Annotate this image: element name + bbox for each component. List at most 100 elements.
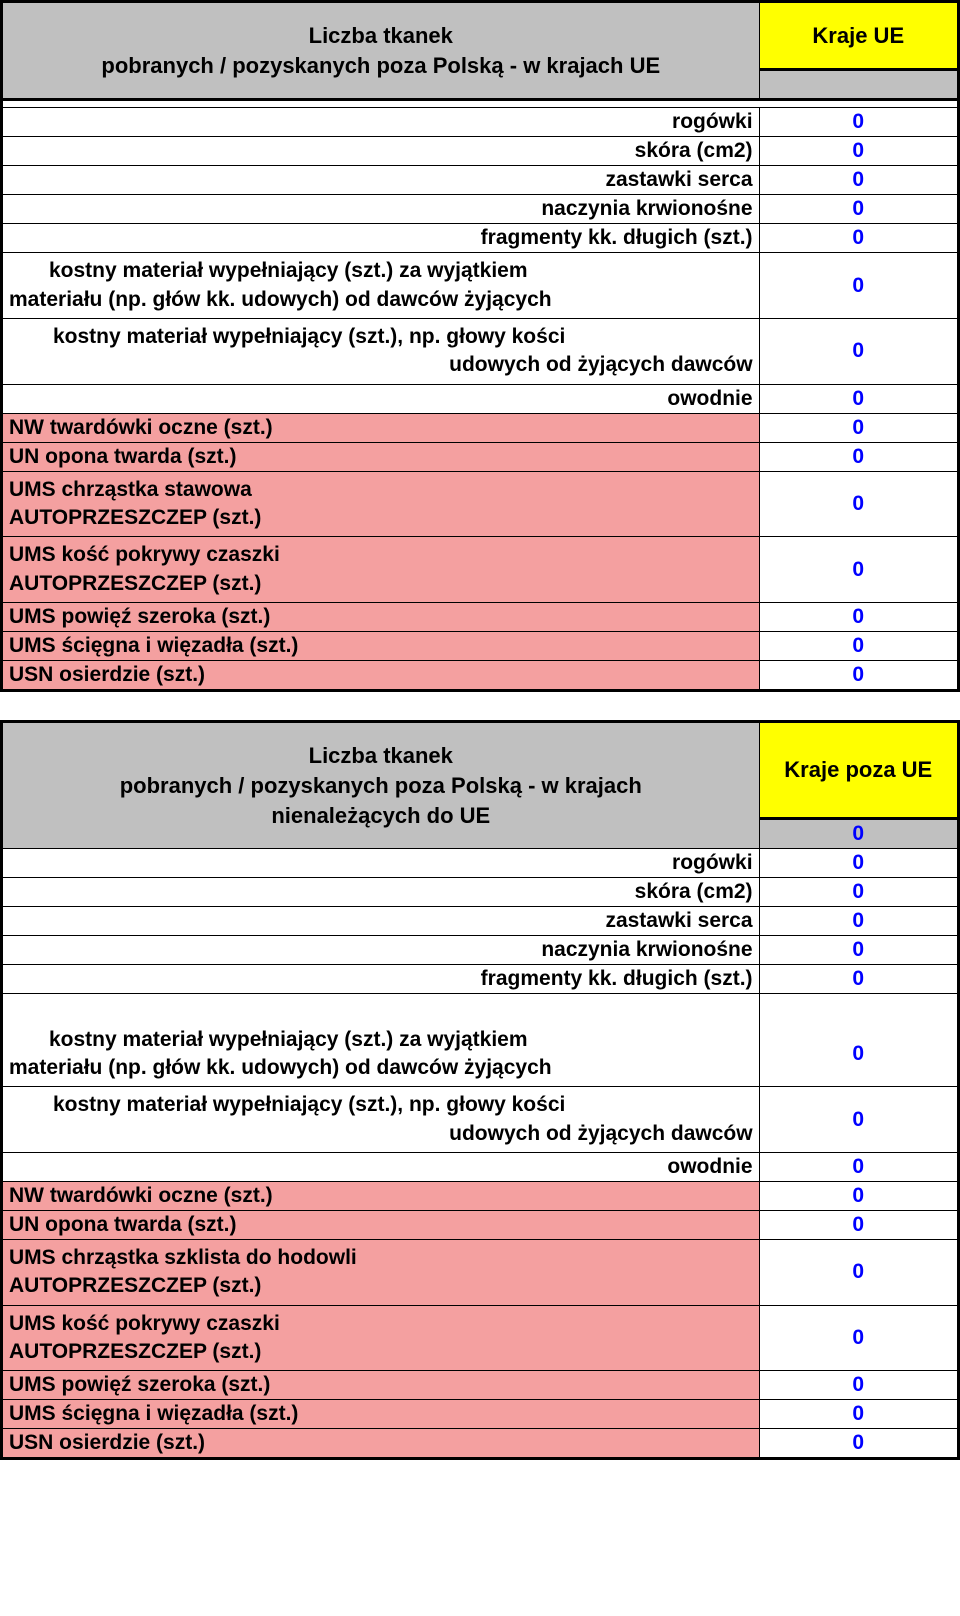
table-eu-title: Liczba tkanek pobranych / pozyskanych po… [2,2,760,100]
row-label: kostny materiał wypełniający (szt.), np.… [2,319,760,385]
table-row: UN opona twarda (szt.)0 [2,1211,959,1240]
row-label: UMS chrząstka stawowaAUTOPRZESZCZEP (szt… [2,471,760,537]
row-label: fragmenty kk. długich (szt.) [2,965,760,994]
row-label: owodnie [2,1153,760,1182]
row-label: UMS powięź szeroka (szt.) [2,603,760,632]
row-label: UMS ścięgna i więzadła (szt.) [2,1400,760,1429]
row-label: kostny materiał wypełniający (szt.) za w… [2,1022,760,1087]
table-row: skóra (cm2)0 [2,137,959,166]
table-row: fragmenty kk. długich (szt.)0 [2,224,959,253]
row-label: zastawki serca [2,166,760,195]
row-value: 0 [759,1305,958,1371]
table-noneu-header: Liczba tkanek pobranych / pozyskanych po… [2,722,959,819]
table-eu-header: Liczba tkanek pobranych / pozyskanych po… [2,2,959,70]
row-label: fragmenty kk. długich (szt.) [2,224,760,253]
title-line: pobranych / pozyskanych poza Polską - w … [101,53,660,78]
row-label: UMS chrząstka szklista do hodowliAUTOPRZ… [2,1240,760,1306]
row-label: UMS ścięgna i więzadła (szt.) [2,632,760,661]
row-label: skóra (cm2) [2,878,760,907]
row-value: 0 [759,1087,958,1153]
row-value: 0 [759,878,958,907]
table-row: fragmenty kk. długich (szt.)0 [2,965,959,994]
table-row: kostny materiał wypełniający (szt.) za w… [2,1022,959,1087]
row-label: UMS kość pokrywy czaszkiAUTOPRZESZCZEP (… [2,1305,760,1371]
table-block-noneu: Liczba tkanek pobranych / pozyskanych po… [0,720,960,1460]
table-eu-body: rogówki0skóra (cm2)0zastawki serca0naczy… [2,108,959,691]
table-noneu-body: rogówki0skóra (cm2)0zastawki serca0naczy… [2,849,959,1459]
row-value: 0 [759,603,958,632]
row-value: 0 [759,253,958,319]
table-row: naczynia krwionośne0 [2,936,959,965]
table-eu-sub [759,70,958,100]
table-noneu-title: Liczba tkanek pobranych / pozyskanych po… [2,722,760,849]
row-label: UMS powięź szeroka (szt.) [2,1371,760,1400]
row-value: 0 [759,661,958,691]
row-label: rogówki [2,108,760,137]
row-value: 0 [759,224,958,253]
title-line: Liczba tkanek [309,23,453,48]
row-value: 0 [759,936,958,965]
row-value: 0 [759,442,958,471]
table-row: UMS kość pokrywy czaszkiAUTOPRZESZCZEP (… [2,1305,959,1371]
row-value: 0 [759,632,958,661]
title-line: nienależących do UE [271,803,490,828]
table-row: NW twardówki oczne (szt.)0 [2,413,959,442]
row-value: 0 [759,1211,958,1240]
row-label: NW twardówki oczne (szt.) [2,413,760,442]
table-row: UMS powięź szeroka (szt.)0 [2,603,959,632]
table-row: skóra (cm2)0 [2,878,959,907]
row-value: 0 [759,907,958,936]
row-label: naczynia krwionośne [2,195,760,224]
row-value: 0 [759,1240,958,1306]
row-value: 0 [759,108,958,137]
table-row: zastawki serca0 [2,907,959,936]
row-value: 0 [759,1371,958,1400]
table-row: rogówki0 [2,849,959,878]
row-label: kostny materiał wypełniający (szt.) za w… [2,253,760,319]
row-value: 0 [759,1400,958,1429]
row-value: 0 [759,1182,958,1211]
title-line: pobranych / pozyskanych poza Polską - w … [120,773,642,798]
row-value: 0 [759,537,958,603]
table-row: UMS chrząstka stawowaAUTOPRZESZCZEP (szt… [2,471,959,537]
table-row: USN osierdzie (szt.)0 [2,1429,959,1459]
table-row: UMS powięź szeroka (szt.)0 [2,1371,959,1400]
table-row: UMS kość pokrywy czaszkiAUTOPRZESZCZEP (… [2,537,959,603]
row-value: 0 [759,849,958,878]
row-value: 0 [759,137,958,166]
table-row: zastawki serca0 [2,166,959,195]
table-row: UN opona twarda (szt.)0 [2,442,959,471]
table-noneu: Liczba tkanek pobranych / pozyskanych po… [0,720,960,1460]
row-label: UN opona twarda (szt.) [2,1211,760,1240]
row-label: naczynia krwionośne [2,936,760,965]
row-label: UMS kość pokrywy czaszkiAUTOPRZESZCZEP (… [2,537,760,603]
table-row: kostny materiał wypełniający (szt.) za w… [2,253,959,319]
row-label: skóra (cm2) [2,137,760,166]
table-row: UMS ścięgna i więzadła (szt.)0 [2,1400,959,1429]
table-row: UMS chrząstka szklista do hodowliAUTOPRZ… [2,1240,959,1306]
table-eu: Liczba tkanek pobranych / pozyskanych po… [0,0,960,692]
row-value: 0 [759,384,958,413]
table-row: naczynia krwionośne0 [2,195,959,224]
spacer-row [2,994,959,1022]
row-value: 0 [759,319,958,385]
gap-row [2,100,959,108]
table-row: kostny materiał wypełniający (szt.), np.… [2,319,959,385]
table-row: kostny materiał wypełniający (szt.), np.… [2,1087,959,1153]
table-block-eu: Liczba tkanek pobranych / pozyskanych po… [0,0,960,692]
table-row: UMS ścięgna i więzadła (szt.)0 [2,632,959,661]
row-label: zastawki serca [2,907,760,936]
table-row: owodnie0 [2,384,959,413]
table-noneu-sub: 0 [759,819,958,849]
title-line: Liczba tkanek [309,743,453,768]
table-row: owodnie0 [2,1153,959,1182]
row-value: 0 [759,166,958,195]
table-noneu-right-header: Kraje poza UE [759,722,958,819]
table-row: USN osierdzie (szt.)0 [2,661,959,691]
row-value: 0 [759,965,958,994]
row-label: UN opona twarda (szt.) [2,442,760,471]
row-label: owodnie [2,384,760,413]
row-label: NW twardówki oczne (szt.) [2,1182,760,1211]
page-container: Liczba tkanek pobranych / pozyskanych po… [0,0,960,1460]
row-value: 0 [759,1022,958,1087]
